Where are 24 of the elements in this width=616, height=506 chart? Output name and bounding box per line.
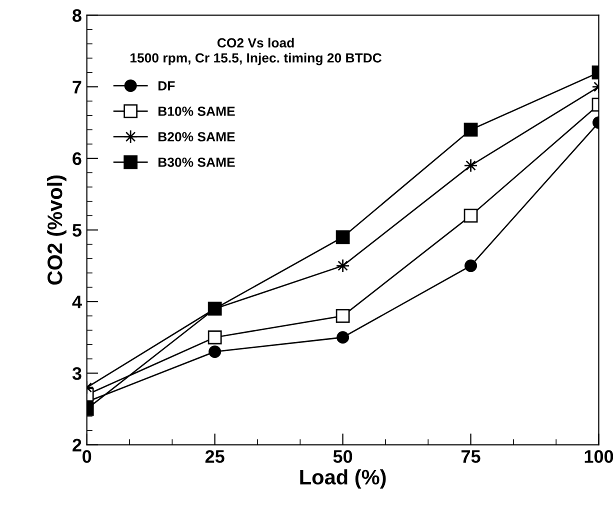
y-tick-label: 2: [72, 438, 82, 452]
y-tick-label: 5: [72, 224, 82, 237]
legend-label: B30% SAME: [158, 158, 235, 167]
point: [336, 258, 350, 273]
point: [208, 345, 222, 358]
point: [336, 331, 350, 344]
point: [336, 308, 350, 323]
x-axis-title: Load (%): [300, 469, 386, 489]
text: CO2 Vs load: [217, 38, 294, 48]
y-tick-label: 8: [72, 9, 82, 22]
y-tick-label: 3: [72, 367, 82, 380]
y-tick-label: 6: [72, 152, 82, 166]
legend-label: B20% SAME: [158, 132, 235, 142]
y-tick-label: 4: [72, 296, 82, 308]
legend-label: B10% SAME: [158, 106, 235, 116]
legend-label: DF: [158, 81, 175, 90]
x-tick-label: 25: [205, 450, 224, 463]
x-tick-label: 75: [462, 450, 480, 463]
x-tick-label: 0: [82, 450, 92, 463]
x-tick-label: 50: [333, 450, 352, 463]
text: 1500 rpm, Cr 15.5, Injec. timing 20 BTDC: [130, 52, 382, 66]
y-axis-title: CO2 (%vol): [46, 175, 66, 285]
y-tick-label: 7: [72, 80, 82, 94]
x-tick-label: 100: [584, 450, 614, 463]
